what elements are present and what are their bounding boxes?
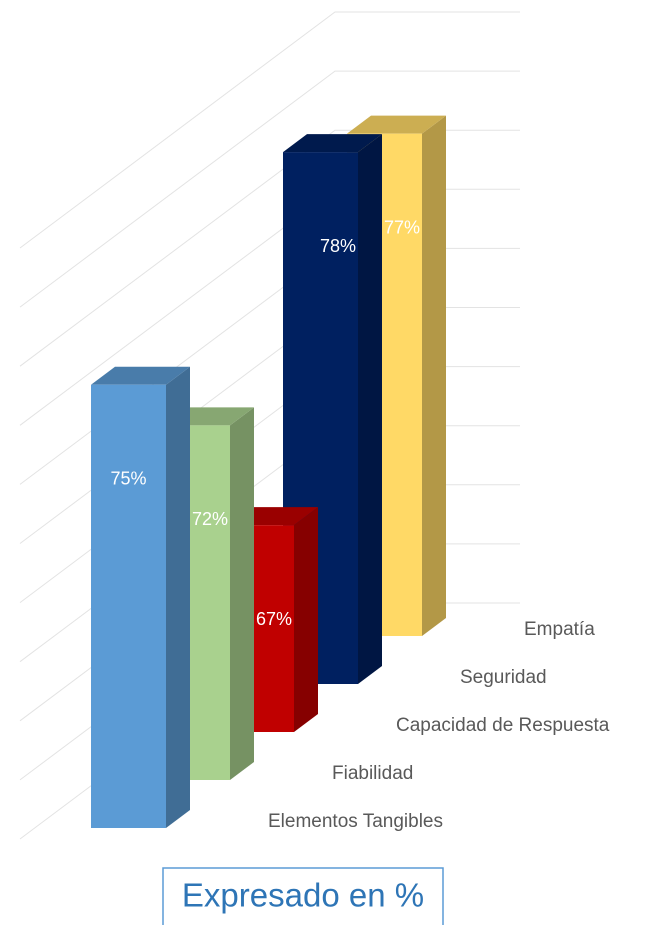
- bar: [91, 384, 166, 828]
- x-tick-label: Elementos Tangibles: [268, 811, 443, 832]
- bar-top: [347, 115, 446, 134]
- value-label: 67%: [256, 609, 292, 629]
- bar-side: [422, 115, 446, 636]
- bar-side: [230, 407, 254, 780]
- bar-top: [91, 366, 190, 385]
- grid-line: [19, 11, 520, 249]
- x-tick-label: Capacidad de Respuesta: [396, 715, 610, 736]
- bar-side: [358, 134, 382, 685]
- value-label: 77%: [384, 217, 420, 237]
- x-tick-label: Seguridad: [460, 667, 547, 688]
- grid-line: [19, 70, 520, 308]
- x-tick-label: Empatía: [524, 619, 595, 640]
- bar-side: [294, 507, 318, 732]
- value-label: 72%: [192, 509, 228, 529]
- value-label: 75%: [110, 469, 146, 489]
- annotation: Expresado en %: [182, 877, 424, 914]
- bar-top: [283, 134, 382, 153]
- value-label: 78%: [320, 236, 356, 256]
- grid-line: [19, 129, 520, 367]
- x-tick-label: Fiabilidad: [332, 763, 413, 784]
- annotation-box: [162, 867, 444, 925]
- bar-side: [166, 366, 190, 828]
